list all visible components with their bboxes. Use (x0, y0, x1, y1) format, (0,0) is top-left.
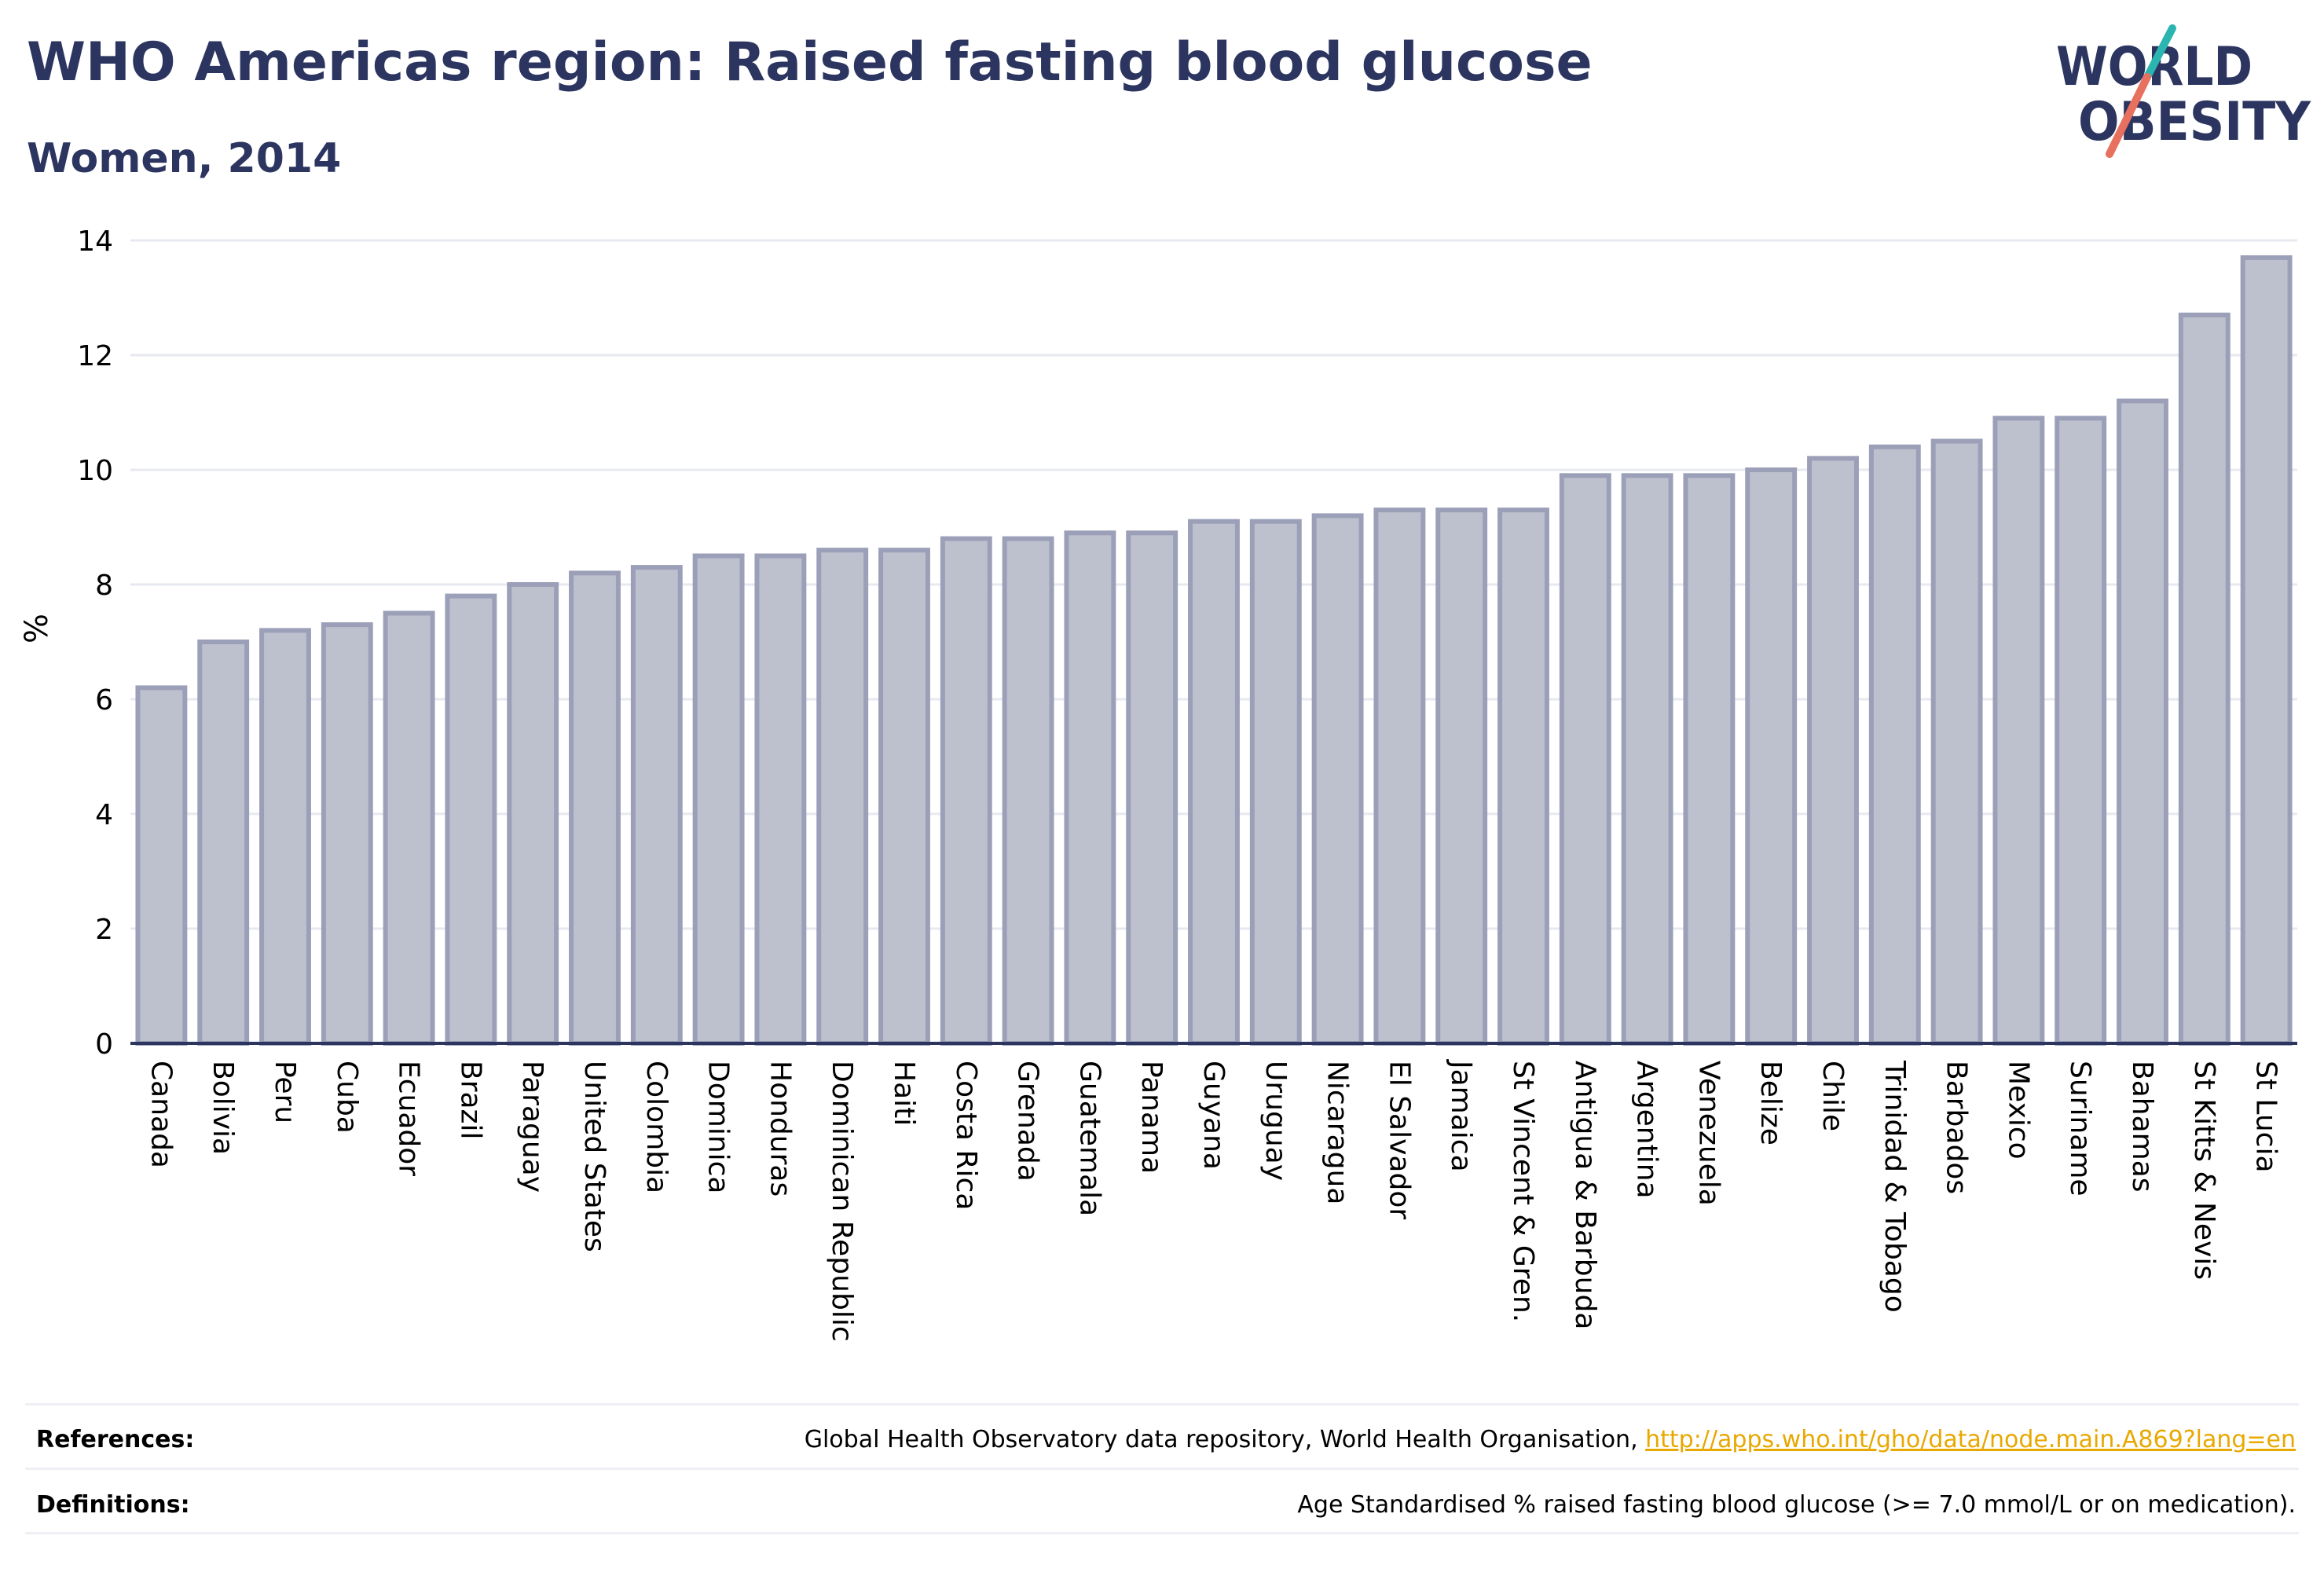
x-tick-label: Uruguay (1259, 1061, 1292, 1181)
bar[interactable] (259, 628, 311, 1046)
x-tick-label: Chile (1816, 1061, 1849, 1131)
y-tick-label: 4 (95, 799, 113, 831)
x-tick-label: Venezuela (1692, 1061, 1725, 1206)
x-tick-label: Jamaica (1445, 1059, 1477, 1172)
x-tick-label: Belize (1754, 1061, 1787, 1145)
x-tick-label: Haiti (888, 1061, 920, 1126)
axes: 0 2 4 6 8 10 12 14 Canada Bolivia Peru Cuba Ecuador B… (77, 225, 2297, 1342)
bar[interactable] (1559, 473, 1611, 1046)
footer-divider-top (25, 1403, 2299, 1406)
footer-divider-bottom (25, 1532, 2299, 1534)
bar[interactable] (197, 640, 250, 1046)
x-tick-label: Nicaragua (1321, 1061, 1354, 1204)
bar[interactable] (816, 548, 869, 1046)
bar[interactable] (630, 565, 683, 1046)
bar[interactable] (1497, 508, 1549, 1046)
x-tick-label: St Kitts & Nevis (2188, 1061, 2220, 1280)
bar[interactable] (1683, 473, 1736, 1046)
y-tick-label: 14 (77, 225, 113, 258)
x-tick-label: St Vincent & Gren. (1507, 1061, 1539, 1322)
bar[interactable] (1311, 513, 1364, 1046)
x-tick-label: Antigua & Barbuda (1569, 1061, 1601, 1329)
x-tick-label: St Lucia (2250, 1061, 2282, 1173)
bar[interactable] (1064, 530, 1116, 1046)
y-tick-label: 10 (77, 455, 113, 487)
bar[interactable] (2178, 312, 2231, 1046)
bar[interactable] (1373, 508, 1426, 1046)
bar-chart: 0 2 4 6 8 10 12 14 Canada Bolivia Peru Cuba Ecuador B… (19, 225, 2297, 1342)
bar[interactable] (754, 553, 807, 1046)
references-label: References: (36, 1426, 195, 1453)
chart-title: WHO Americas region: Raised fasting bloo… (27, 31, 1593, 93)
x-tick-label: Canada (145, 1061, 177, 1168)
bar[interactable] (1126, 530, 1178, 1046)
y-tick-label: 2 (95, 914, 113, 946)
definitions-text: Age Standardised % raised fasting blood … (1297, 1491, 2296, 1519)
logo-slash-coral (2106, 73, 2151, 158)
bar[interactable] (940, 536, 992, 1046)
bar[interactable] (135, 685, 188, 1046)
x-tick-label: Honduras (764, 1061, 796, 1197)
y-tick-label: 8 (95, 570, 113, 602)
bar[interactable] (1249, 519, 1302, 1046)
x-tick-label: Dominican Republic (826, 1061, 858, 1342)
y-axis-title: % (19, 614, 55, 643)
x-tick-label: Colombia (640, 1061, 673, 1193)
x-tick-label: Bolivia (207, 1061, 239, 1155)
x-tick-label: Trinidad & Tobago (1879, 1060, 1911, 1313)
definitions-label: Definitions: (36, 1491, 190, 1519)
bars (135, 255, 2293, 1046)
world-obesity-logo: WORLD OBESITY (2056, 24, 2311, 158)
bar[interactable] (445, 593, 497, 1046)
x-tick-label: Ecuador (393, 1061, 425, 1176)
bar[interactable] (2055, 416, 2107, 1046)
bar[interactable] (569, 570, 621, 1046)
x-tick-label: Dominica (702, 1061, 735, 1194)
bar[interactable] (1745, 467, 1798, 1046)
bar[interactable] (2117, 398, 2168, 1046)
x-tick-label: Panama (1135, 1061, 1167, 1174)
bar[interactable] (692, 553, 745, 1046)
x-tick-label: Argentina (1631, 1061, 1663, 1199)
x-tick-label: Barbados (1941, 1061, 1973, 1194)
x-tick-label: United States (578, 1061, 610, 1252)
y-tick-label: 0 (95, 1028, 113, 1061)
bar[interactable] (1807, 456, 1859, 1046)
logo-slash-teal (2143, 24, 2176, 81)
references-text: Global Health Observatory data repositor… (805, 1426, 2296, 1453)
bar[interactable] (383, 610, 435, 1046)
x-tick-label: El Salvador (1383, 1061, 1415, 1219)
x-tick-label: Costa Rica (950, 1061, 982, 1210)
bar[interactable] (1002, 536, 1054, 1046)
bar[interactable] (1621, 473, 1673, 1046)
bar[interactable] (1930, 438, 1983, 1046)
y-tick-label: 12 (77, 340, 113, 372)
bar[interactable] (878, 548, 930, 1046)
x-tick-label: Bahamas (2126, 1061, 2158, 1193)
bar[interactable] (1188, 519, 1240, 1046)
bar[interactable] (2240, 255, 2293, 1046)
x-tick-label: Brazil (454, 1061, 486, 1139)
x-tick-label: Cuba (331, 1061, 363, 1134)
x-tick-label: Grenada (1012, 1061, 1044, 1182)
x-tick-label: Mexico (2002, 1061, 2034, 1160)
x-tick-label: Suriname (2064, 1061, 2096, 1197)
bar[interactable] (321, 622, 373, 1046)
references-link[interactable]: http://apps.who.int/gho/data/node.main.A… (1645, 1426, 2296, 1453)
bar[interactable] (1992, 416, 2045, 1046)
y-tick-label: 6 (95, 684, 113, 717)
x-tick-label: Peru (269, 1061, 301, 1123)
footer-divider-middle (25, 1468, 2299, 1470)
chart-subtitle: Women, 2014 (27, 135, 342, 182)
bar[interactable] (1868, 444, 1921, 1046)
x-tick-label: Guatemala (1073, 1061, 1105, 1216)
bar[interactable] (507, 582, 559, 1046)
x-tick-label: Guyana (1197, 1061, 1230, 1170)
bar[interactable] (1435, 508, 1488, 1046)
x-tick-label: Paraguay (516, 1061, 548, 1193)
references-source: Global Health Observatory data repositor… (804, 1426, 1646, 1453)
